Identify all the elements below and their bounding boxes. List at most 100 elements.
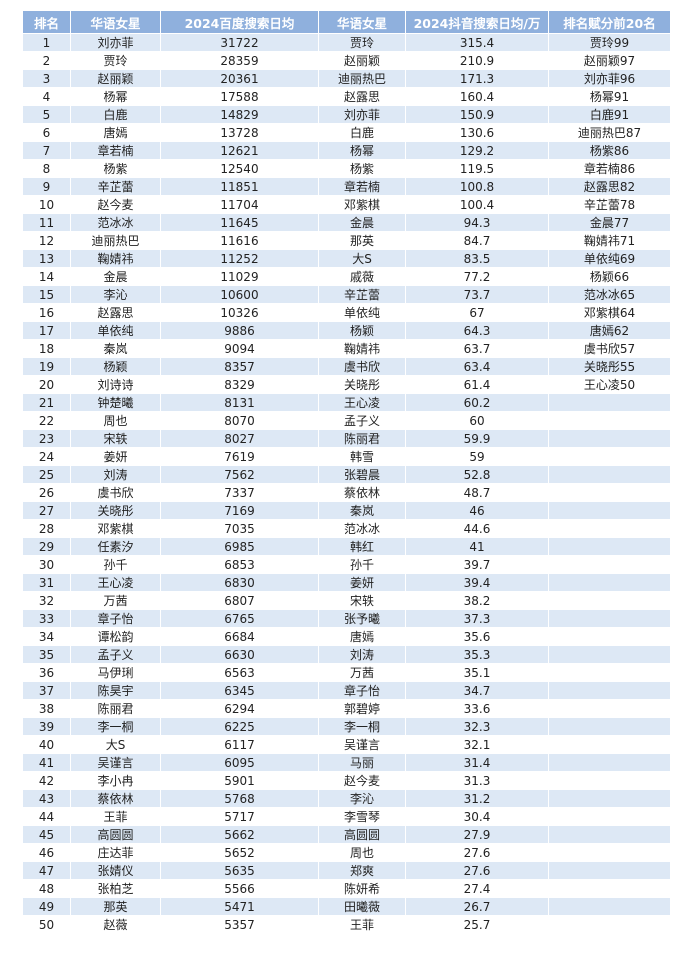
table-row: 48 张柏芝 5566 陈妍希 27.4	[22, 879, 671, 898]
cell: 秦岚	[70, 339, 161, 358]
empty-cell	[548, 501, 671, 520]
cell: 10	[22, 195, 71, 214]
cell: 25	[22, 465, 71, 484]
cell: 李一桐	[70, 717, 161, 736]
top20-cell: 章若楠86	[548, 159, 671, 178]
cell: 那英	[70, 897, 161, 916]
cell: 31.3	[405, 771, 549, 790]
cell: 6563	[160, 663, 319, 682]
cell: 5471	[160, 897, 319, 916]
cell: 辛芷蕾	[318, 285, 406, 304]
table-row: 5 白鹿 14829 刘亦菲 150.9 白鹿91	[22, 105, 671, 124]
table-body: 1 刘亦菲 31722 贾玲 315.4 贾玲99 2 贾玲 28359 赵丽颖 210.9 赵丽颖9…	[22, 33, 671, 934]
cell: 刘亦菲	[318, 105, 406, 124]
cell: 赵丽颖	[318, 51, 406, 70]
cell: 42	[22, 771, 71, 790]
cell: 杨颖	[318, 321, 406, 340]
cell: 章若楠	[70, 141, 161, 160]
table-row: 18 秦岚 9094 鞠婧祎 63.7 虞书欣57	[22, 339, 671, 358]
cell: 宋轶	[70, 429, 161, 448]
cell: 29	[22, 537, 71, 556]
table-row: 19 杨颖 8357 虞书欣 63.4 关晓彤55	[22, 357, 671, 376]
cell: 谭松韵	[70, 627, 161, 646]
cell: 34	[22, 627, 71, 646]
table-row: 42 李小冉 5901 赵今麦 31.3	[22, 771, 671, 790]
cell: 5652	[160, 843, 319, 862]
cell: 12621	[160, 141, 319, 160]
table-row: 41 吴谨言 6095 马丽 31.4	[22, 753, 671, 772]
table-row: 24 姜妍 7619 韩雪 59	[22, 447, 671, 466]
cell: 23	[22, 429, 71, 448]
cell: 33	[22, 609, 71, 628]
top20-cell: 刘亦菲96	[548, 69, 671, 88]
cell: 36	[22, 663, 71, 682]
cell: 30.4	[405, 807, 549, 826]
cell: 41	[22, 753, 71, 772]
cell: 34.7	[405, 681, 549, 700]
cell: 6853	[160, 555, 319, 574]
cell: 12540	[160, 159, 319, 178]
empty-cell	[548, 627, 671, 646]
cell: 73.7	[405, 285, 549, 304]
cell: 46	[405, 501, 549, 520]
cell: 李一桐	[318, 717, 406, 736]
cell: 27	[22, 501, 71, 520]
cell: 41	[405, 537, 549, 556]
cell: 19	[22, 357, 71, 376]
cell: 43	[22, 789, 71, 808]
empty-cell	[548, 411, 671, 430]
cell: 39.4	[405, 573, 549, 592]
cell: 5662	[160, 825, 319, 844]
table-row: 30 孙千 6853 孙千 39.7	[22, 555, 671, 574]
cell: 7035	[160, 519, 319, 538]
cell: 20361	[160, 69, 319, 88]
cell: 6985	[160, 537, 319, 556]
empty-cell	[548, 609, 671, 628]
cell: 38.2	[405, 591, 549, 610]
top20-cell: 杨幂91	[548, 87, 671, 106]
table-row: 22 周也 8070 孟子义 60	[22, 411, 671, 430]
table-row: 8 杨紫 12540 杨紫 119.5 章若楠86	[22, 159, 671, 178]
cell: 11616	[160, 231, 319, 250]
cell: 130.6	[405, 123, 549, 142]
cell: 27.9	[405, 825, 549, 844]
cell: 9094	[160, 339, 319, 358]
cell: 50	[22, 915, 71, 934]
cell: 6807	[160, 591, 319, 610]
table-row: 25 刘涛 7562 张碧晨 52.8	[22, 465, 671, 484]
cell: 唐嫣	[318, 627, 406, 646]
cell: 60	[405, 411, 549, 430]
empty-cell	[548, 897, 671, 916]
cell: 7337	[160, 483, 319, 502]
cell: 59	[405, 447, 549, 466]
table-row: 15 李沁 10600 辛芷蕾 73.7 范冰冰65	[22, 285, 671, 304]
cell: 6095	[160, 753, 319, 772]
cell: 赵今麦	[318, 771, 406, 790]
table-row: 49 那英 5471 田曦薇 26.7	[22, 897, 671, 916]
table-row: 29 任素汐 6985 韩红 41	[22, 537, 671, 556]
cell: 94.3	[405, 213, 549, 232]
cell: 61.4	[405, 375, 549, 394]
cell: 章子怡	[70, 609, 161, 628]
cell: 31	[22, 573, 71, 592]
cell: 119.5	[405, 159, 549, 178]
cell: 32	[22, 591, 71, 610]
cell: 杨幂	[70, 87, 161, 106]
cell: 迪丽热巴	[70, 231, 161, 250]
cell: 100.4	[405, 195, 549, 214]
cell: 49	[22, 897, 71, 916]
top20-cell: 杨紫86	[548, 141, 671, 160]
cell: 35.6	[405, 627, 549, 646]
cell: 陈昊宇	[70, 681, 161, 700]
cell: 李雪琴	[318, 807, 406, 826]
header-cell: 华语女星	[318, 10, 406, 34]
top20-cell: 赵丽颖97	[548, 51, 671, 70]
top20-cell: 王心凌50	[548, 375, 671, 394]
empty-cell	[548, 645, 671, 664]
cell: 27.4	[405, 879, 549, 898]
cell: 44	[22, 807, 71, 826]
empty-cell	[548, 879, 671, 898]
cell: 虞书欣	[318, 357, 406, 376]
cell: 韩雪	[318, 447, 406, 466]
cell: 单依纯	[318, 303, 406, 322]
